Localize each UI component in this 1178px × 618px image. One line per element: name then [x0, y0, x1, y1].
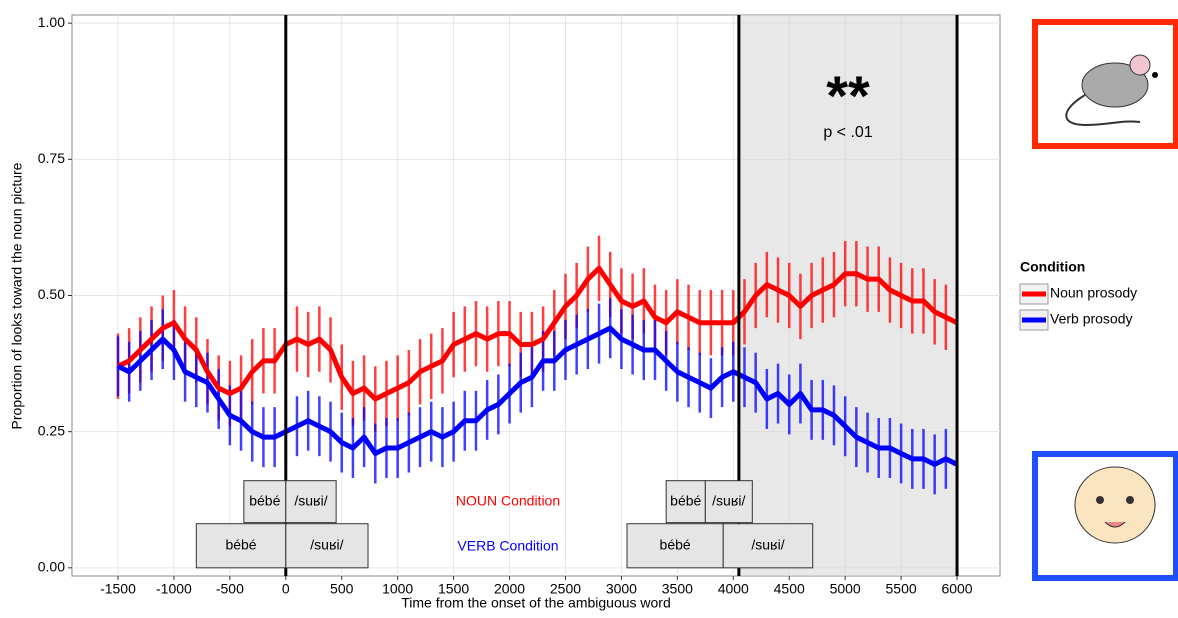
y-axis-title: Proportion of looks toward the noun pict…	[9, 162, 25, 429]
legend-label: Verb prosody	[1050, 311, 1133, 327]
x-tick-label: 500	[330, 581, 354, 597]
x-tick-label: -1500	[100, 581, 136, 597]
word-label: /suʁi/	[712, 492, 745, 508]
word-box	[285, 523, 369, 569]
verb-condition-label: VERB Condition	[457, 538, 558, 554]
y-tick-label: 0.00	[38, 559, 65, 575]
y-tick-label: 0.75	[38, 150, 65, 166]
series-line	[116, 265, 959, 402]
baby-icon	[1074, 466, 1156, 544]
noun-picture-frame	[1032, 19, 1178, 149]
significance-stars: **	[826, 64, 870, 127]
x-tick-label: 4500	[774, 581, 805, 597]
noun-condition-label: NOUN Condition	[456, 493, 560, 509]
x-tick-label: 0	[282, 581, 290, 597]
x-tick-label: 6000	[941, 581, 972, 597]
word-box	[243, 480, 287, 524]
word-label: /suʁi/	[310, 536, 343, 552]
x-tick-label: 3500	[662, 581, 693, 597]
legend-title: Condition	[1020, 259, 1085, 275]
x-tick-label: 5000	[830, 581, 861, 597]
series-line	[116, 325, 959, 467]
x-tick-label: 3000	[606, 581, 637, 597]
word-label: /suʁi/	[751, 536, 784, 552]
x-tick-label: 1500	[438, 581, 469, 597]
word-box	[626, 523, 724, 569]
word-label: bébé	[249, 492, 280, 508]
plot-area: bébé/suʁi/bébé/suʁi/bébé/suʁi/bébé/suʁi/…	[71, 14, 1001, 577]
x-tick-label: 1000	[382, 581, 413, 597]
significance-window	[738, 15, 958, 576]
x-tick-label: -1000	[156, 581, 192, 597]
word-label: bébé	[670, 492, 701, 508]
mouse-icon	[1065, 54, 1158, 127]
x-axis-title: Time from the onset of the ambiguous wor…	[401, 595, 671, 611]
x-tick-label: 2500	[550, 581, 581, 597]
x-tick-label: -500	[216, 581, 244, 597]
x-tick-label: 5500	[886, 581, 917, 597]
x-tick-label: 2000	[494, 581, 525, 597]
word-box	[704, 480, 753, 524]
word-label: /suʁi/	[294, 492, 327, 508]
y-tick-label: 0.50	[38, 286, 65, 302]
word-box	[285, 480, 337, 524]
x-tick-label: 4000	[718, 581, 749, 597]
p-value: p < .01	[823, 124, 872, 141]
word-label: bébé	[225, 536, 256, 552]
y-tick-label: 1.00	[38, 14, 65, 30]
word-box	[722, 523, 814, 569]
legend-label: Noun prosody	[1050, 285, 1137, 301]
word-label: bébé	[660, 536, 691, 552]
y-tick-label: 0.25	[38, 422, 65, 438]
